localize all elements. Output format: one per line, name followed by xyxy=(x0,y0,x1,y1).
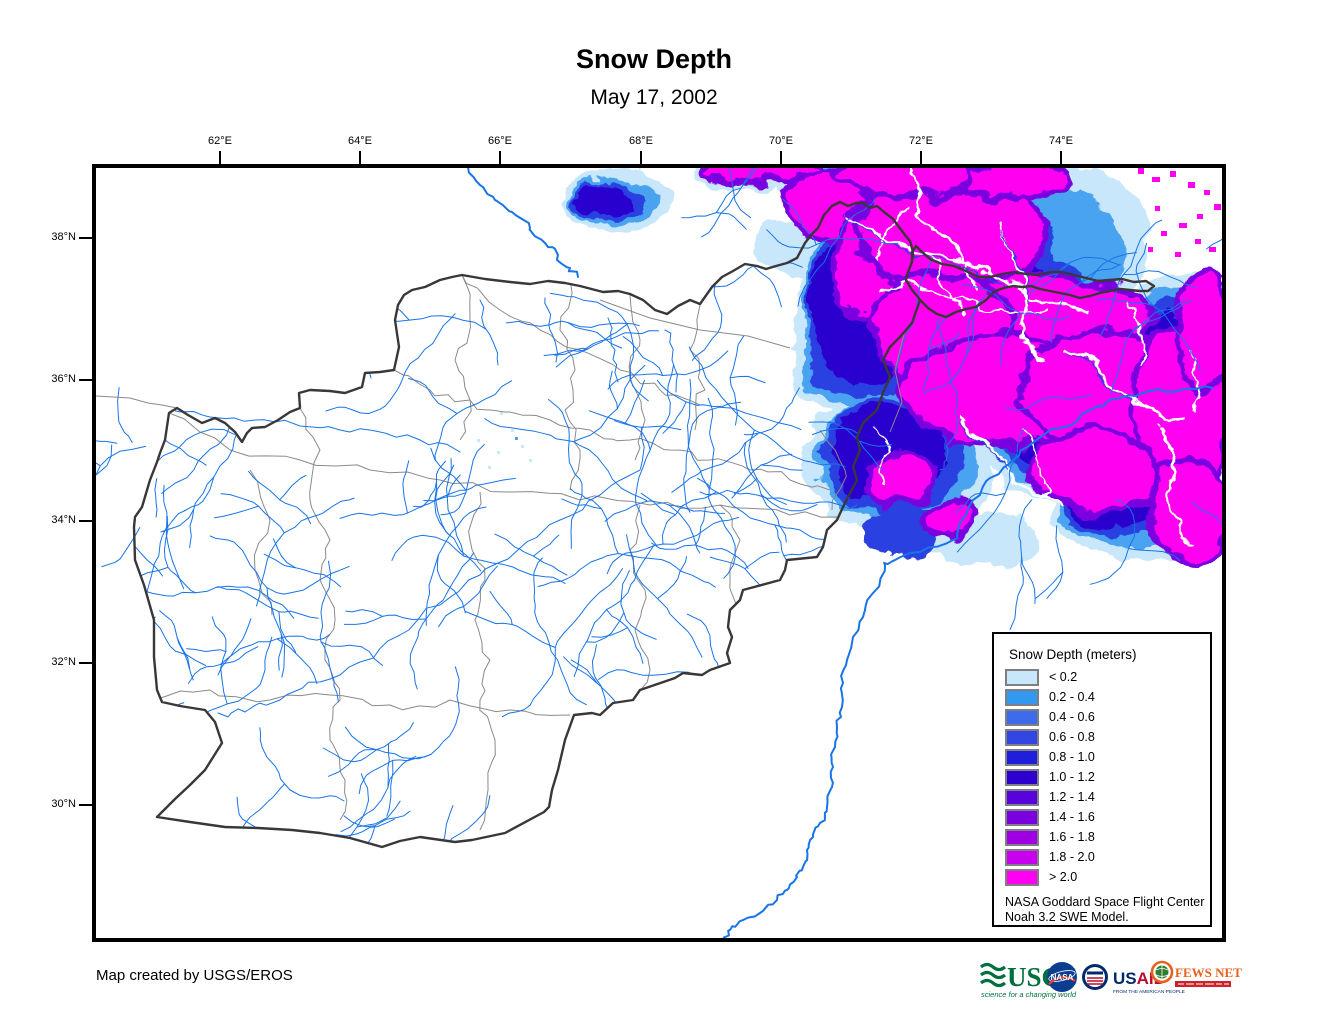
legend-item: 1.4 - 1.6 xyxy=(1005,807,1210,827)
longitude-tick xyxy=(499,151,501,164)
y-tick-label: 30°N xyxy=(51,798,76,810)
legend-item: 0.8 - 1.0 xyxy=(1005,747,1210,767)
legend-swatch xyxy=(1005,868,1039,886)
x-tick-label: 70°E xyxy=(769,135,793,147)
legend-swatch xyxy=(1005,768,1039,786)
latitude-tick xyxy=(79,804,92,806)
nasa-logo: NASA xyxy=(1047,962,1077,992)
y-tick-label: 32°N xyxy=(51,656,76,668)
legend-item: > 2.0 xyxy=(1005,867,1210,887)
y-tick-label: 34°N xyxy=(51,514,76,526)
nasa-wordmark: NASA xyxy=(1051,973,1074,982)
legend-item: 1.0 - 1.2 xyxy=(1005,767,1210,787)
longitude-tick xyxy=(359,151,361,164)
fewsnet-logo: FEWS NET xyxy=(1150,960,1242,987)
x-tick-label: 64°E xyxy=(348,135,372,147)
legend-items: < 0.2 0.2 - 0.4 0.4 - 0.6 0.6 - 0.8 0.8 - 1.… xyxy=(994,667,1210,887)
legend-swatch xyxy=(1005,728,1039,746)
legend-item: 0.6 - 0.8 xyxy=(1005,727,1210,747)
snow-raster xyxy=(563,168,1222,570)
legend: Snow Depth (meters) < 0.2 0.2 - 0.4 0.4 - … xyxy=(992,632,1212,927)
x-tick-label: 74°E xyxy=(1049,135,1073,147)
map-credit: Map created by USGS/EROS xyxy=(96,967,293,984)
map-canvas xyxy=(92,164,1226,942)
legend-label: 1.2 - 1.4 xyxy=(1049,790,1095,804)
legend-swatch xyxy=(1005,788,1039,806)
snow-speckles xyxy=(477,168,1221,469)
legend-item: < 0.2 xyxy=(1005,667,1210,687)
legend-item: 1.6 - 1.8 xyxy=(1005,827,1210,847)
legend-source-line1: NASA Goddard Space Flight Center xyxy=(1005,895,1205,909)
legend-swatch xyxy=(1005,848,1039,866)
neighbor-borders xyxy=(96,299,906,433)
legend-source: NASA Goddard Space Flight Center Noah 3.… xyxy=(1005,895,1210,925)
latitude-tick xyxy=(79,379,92,381)
footer-logos: USGS science for a changing world NASA U… xyxy=(979,960,1242,999)
legend-source-line2: Noah 3.2 SWE Model. xyxy=(1005,910,1129,924)
legend-item: 1.8 - 2.0 xyxy=(1005,847,1210,867)
longitude-tick xyxy=(920,151,922,164)
legend-item: 1.2 - 1.4 xyxy=(1005,787,1210,807)
longitude-tick xyxy=(1060,151,1062,164)
legend-item: 0.2 - 0.4 xyxy=(1005,687,1210,707)
x-tick-label: 72°E xyxy=(909,135,933,147)
latitude-tick xyxy=(79,520,92,522)
legend-swatch xyxy=(1005,688,1039,706)
legend-swatch xyxy=(1005,808,1039,826)
legend-item: 0.4 - 0.6 xyxy=(1005,707,1210,727)
legend-swatch xyxy=(1005,668,1039,686)
legend-label: > 2.0 xyxy=(1049,870,1078,884)
rivers-outside-country xyxy=(96,168,1222,938)
page-date: May 17, 2002 xyxy=(590,86,718,109)
snow-depth-map xyxy=(96,168,1222,938)
snow-valley-channels xyxy=(848,168,1202,542)
legend-label: 1.8 - 2.0 xyxy=(1049,850,1095,864)
legend-label: 0.4 - 0.6 xyxy=(1049,710,1095,724)
usaid-tagline: FROM THE AMERICAN PEOPLE xyxy=(1113,989,1185,995)
longitude-tick xyxy=(780,151,782,164)
legend-swatch xyxy=(1005,708,1039,726)
fewsnet-wordmark: FEWS NET xyxy=(1175,965,1242,980)
longitude-tick xyxy=(219,151,221,164)
snow-layer-core xyxy=(697,168,1222,563)
x-tick-label: 66°E xyxy=(488,135,512,147)
x-tick-label: 62°E xyxy=(208,135,232,147)
y-tick-label: 38°N xyxy=(51,231,76,243)
longitude-tick xyxy=(640,151,642,164)
legend-swatch xyxy=(1005,828,1039,846)
province-boundaries xyxy=(154,274,851,841)
legend-label: 0.2 - 0.4 xyxy=(1049,690,1095,704)
usgs-tagline: science for a changing world xyxy=(981,990,1077,999)
legend-label: 1.4 - 1.6 xyxy=(1049,810,1095,824)
latitude-tick xyxy=(79,662,92,664)
legend-swatch xyxy=(1005,748,1039,766)
legend-label: 0.6 - 0.8 xyxy=(1049,730,1095,744)
y-tick-label: 36°N xyxy=(51,373,76,385)
legend-label: 1.6 - 1.8 xyxy=(1049,830,1095,844)
legend-label: 0.8 - 1.0 xyxy=(1049,750,1095,764)
latitude-tick xyxy=(79,237,92,239)
x-tick-label: 68°E xyxy=(629,135,653,147)
afghanistan-border xyxy=(132,200,1156,849)
legend-label: 1.0 - 1.2 xyxy=(1049,770,1095,784)
legend-label: < 0.2 xyxy=(1049,670,1078,684)
page-title: Snow Depth xyxy=(576,44,732,74)
legend-title: Snow Depth (meters) xyxy=(1009,647,1137,662)
